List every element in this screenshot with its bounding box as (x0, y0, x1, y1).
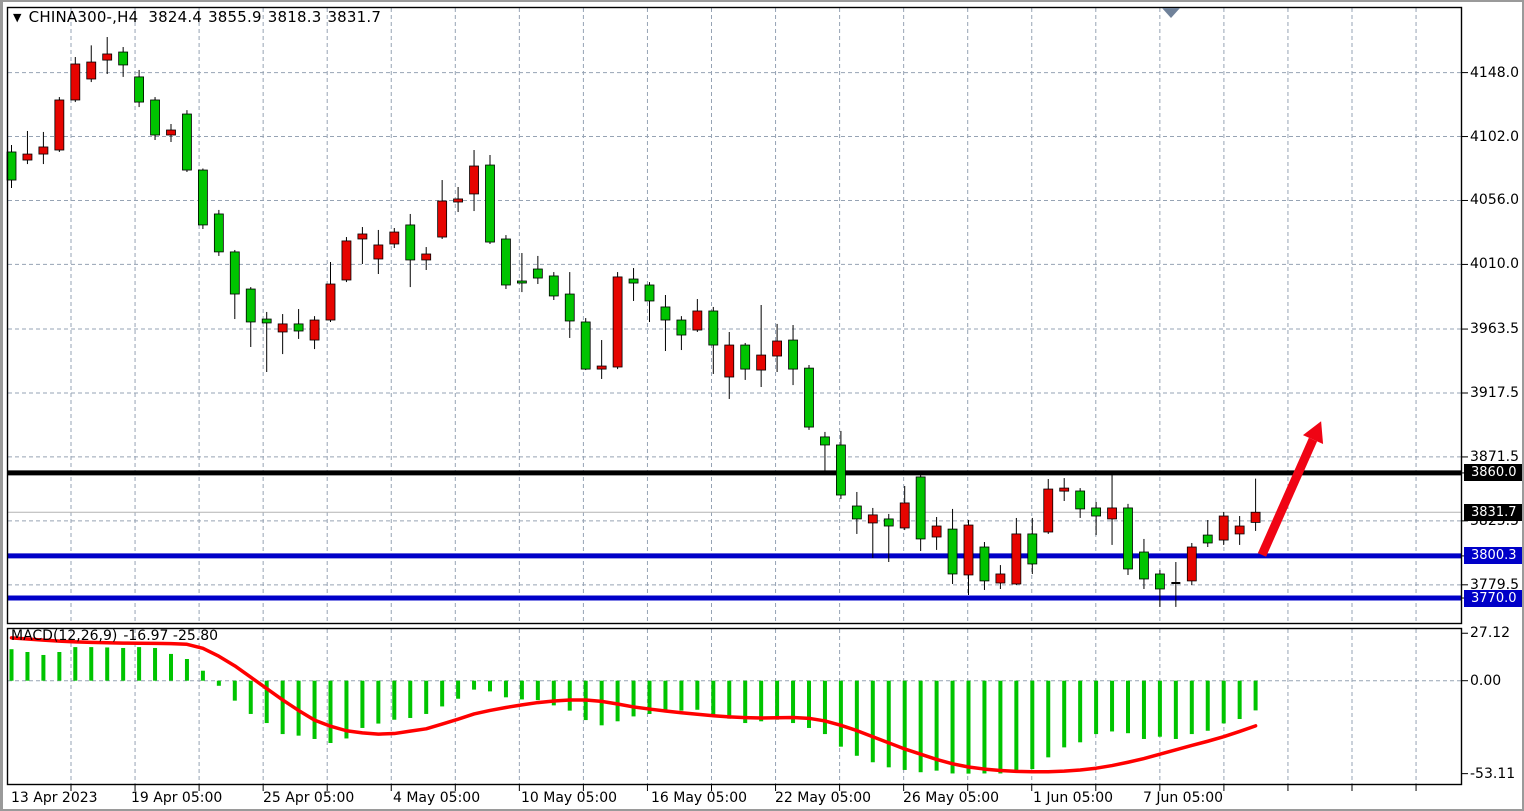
macd-signal-line (9, 636, 1258, 774)
symbol-period-label: CHINA300-,H4 (28, 8, 139, 26)
support2-price-badge: 3770.0 (1464, 589, 1522, 607)
chart-canvas[interactable] (3, 2, 1522, 809)
price-axis-label: 3871.5 (1470, 448, 1519, 465)
price-axis-label: 4102.0 (1470, 128, 1519, 145)
price-axis-label: 3963.5 (1470, 321, 1519, 338)
bid-price-badge: 3831.7 (1464, 503, 1522, 521)
time-axis-label: 19 Apr 05:00 (131, 790, 223, 806)
support1-price-badge: 3800.3 (1464, 547, 1522, 565)
indicator-values: -16.97 -25.80 (123, 628, 219, 644)
time-axis-label: 10 May 05:00 (521, 790, 618, 806)
axis-ticks (70, 72, 1468, 791)
ohlc-high: 3855.9 (208, 8, 262, 26)
price-axis-label: 4010.0 (1470, 256, 1519, 273)
time-axis-label: 25 Apr 05:00 (263, 790, 355, 806)
arrow-shaft[interactable] (1257, 437, 1318, 557)
chart-title: ▼ CHINA300-,H4 3824.4 3855.9 3818.3 3831.7 (13, 8, 387, 26)
horizontal-level-lines[interactable] (8, 470, 1462, 601)
price-axis-label: 3917.5 (1470, 384, 1519, 401)
time-axis-label: 26 May 05:00 (903, 790, 1000, 806)
indicator-label: MACD(12,26,9) -16.97 -25.80 (11, 628, 218, 644)
resistance-price-badge: 3860.0 (1464, 464, 1522, 482)
time-axis-label: 1 Jun 05:00 (1033, 790, 1114, 806)
macd-axis-label: 27.12 (1470, 625, 1511, 642)
panel-borders (6, 6, 1463, 786)
time-axis-label: 16 May 05:00 (651, 790, 748, 806)
candlestick-series (6, 37, 1261, 607)
time-axis-label: 22 May 05:00 (775, 790, 872, 806)
trend-arrow-annotation[interactable] (1257, 421, 1324, 557)
ohlc-close: 3831.7 (327, 8, 382, 26)
macd-axis-label: 0.00 (1470, 672, 1502, 689)
macd-axis-label: -53.11 (1470, 765, 1516, 782)
time-axis-label: 13 Apr 2023 (11, 790, 98, 806)
macd-histogram (9, 647, 1258, 774)
indicator-name: MACD(12,26,9) (11, 628, 118, 644)
ohlc-low: 3818.3 (267, 8, 322, 26)
price-axis-label: 4056.0 (1470, 192, 1519, 209)
price-axis-label: 4148.0 (1470, 64, 1519, 81)
symbol-dropdown-icon[interactable]: ▼ (13, 11, 22, 24)
arrow-head[interactable] (1302, 421, 1324, 445)
price-axis-label: 3779.5 (1470, 576, 1519, 593)
scroll-to-end-icon[interactable] (1162, 8, 1180, 18)
time-axis-label: 7 Jun 05:00 (1143, 790, 1224, 806)
ohlc-open: 3824.4 (148, 8, 203, 26)
grid-lines (8, 8, 1462, 784)
time-axis-label: 4 May 05:00 (393, 790, 481, 806)
